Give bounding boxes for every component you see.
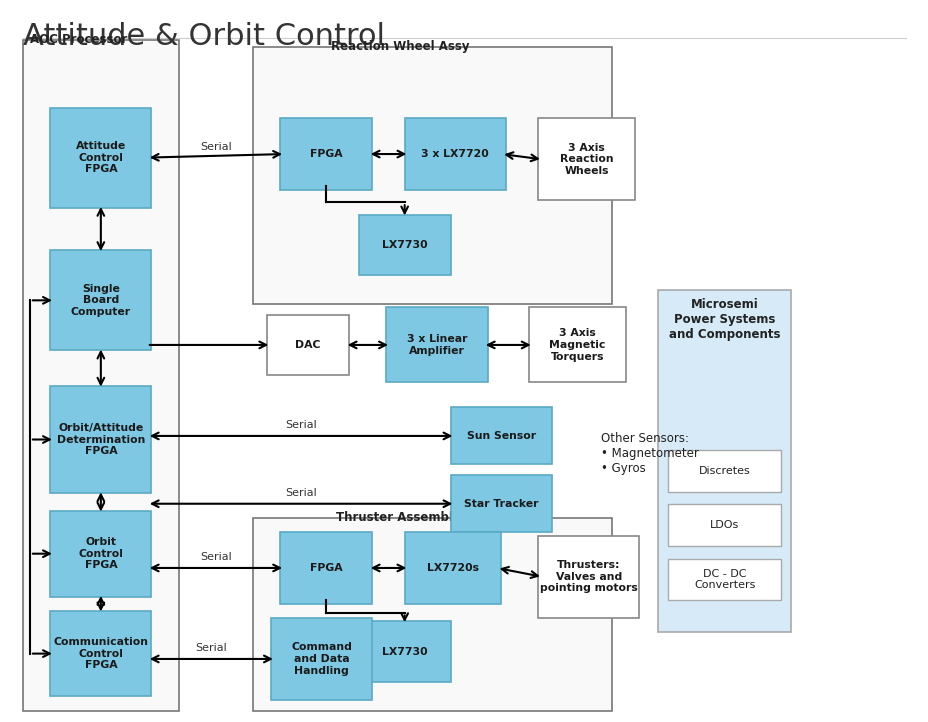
Text: Serial: Serial [200, 552, 232, 562]
FancyBboxPatch shape [358, 214, 450, 275]
FancyBboxPatch shape [405, 532, 501, 604]
Text: Microsemi
Power Systems
and Components: Microsemi Power Systems and Components [668, 298, 780, 342]
Text: AOC Processor: AOC Processor [30, 32, 127, 45]
Text: Reaction Wheel Assy: Reaction Wheel Assy [330, 40, 469, 53]
Text: Serial: Serial [285, 420, 316, 430]
Text: Single
Board
Computer: Single Board Computer [71, 284, 131, 317]
Text: Attitude
Control
FPGA: Attitude Control FPGA [75, 141, 126, 174]
FancyBboxPatch shape [266, 315, 349, 375]
Text: Thrusters:
Valves and
pointing motors: Thrusters: Valves and pointing motors [539, 560, 637, 593]
FancyBboxPatch shape [667, 451, 780, 492]
FancyBboxPatch shape [667, 559, 780, 600]
FancyBboxPatch shape [657, 290, 791, 632]
FancyBboxPatch shape [537, 536, 638, 618]
Text: FPGA: FPGA [310, 149, 342, 159]
Text: Sun Sensor: Sun Sensor [466, 431, 535, 441]
FancyBboxPatch shape [667, 505, 780, 546]
FancyBboxPatch shape [50, 251, 151, 350]
Text: Attitude & Orbit Control: Attitude & Orbit Control [22, 22, 384, 51]
FancyBboxPatch shape [358, 622, 450, 682]
FancyBboxPatch shape [252, 47, 612, 304]
FancyBboxPatch shape [50, 386, 151, 493]
FancyBboxPatch shape [50, 511, 151, 596]
FancyBboxPatch shape [280, 118, 372, 190]
Text: Command
and Data
Handling: Command and Data Handling [291, 643, 352, 676]
Text: LDOs: LDOs [709, 520, 739, 530]
Text: LX7730: LX7730 [381, 240, 427, 250]
Text: FPGA: FPGA [310, 563, 342, 573]
Text: Orbit/Attitude
Determination
FPGA: Orbit/Attitude Determination FPGA [57, 423, 145, 456]
FancyBboxPatch shape [22, 40, 179, 710]
Text: Thruster Assembly: Thruster Assembly [335, 510, 459, 523]
Text: LX7730: LX7730 [381, 647, 427, 657]
Text: 3 x Linear
Amplifier: 3 x Linear Amplifier [406, 334, 467, 356]
Text: DC - DC
Converters: DC - DC Converters [693, 569, 754, 590]
FancyBboxPatch shape [252, 518, 612, 710]
FancyBboxPatch shape [537, 118, 634, 201]
FancyBboxPatch shape [50, 611, 151, 697]
Text: Other Sensors:
• Magnetometer
• Gyros: Other Sensors: • Magnetometer • Gyros [600, 432, 698, 475]
FancyBboxPatch shape [450, 475, 551, 532]
Text: Serial: Serial [195, 643, 227, 653]
FancyBboxPatch shape [450, 407, 551, 464]
Text: LX7720s: LX7720s [427, 563, 479, 573]
FancyBboxPatch shape [271, 618, 372, 700]
FancyBboxPatch shape [528, 308, 625, 383]
FancyBboxPatch shape [50, 108, 151, 207]
FancyBboxPatch shape [280, 532, 372, 604]
Text: 3 Axis
Reaction
Wheels: 3 Axis Reaction Wheels [559, 143, 612, 176]
Text: Communication
Control
FPGA: Communication Control FPGA [53, 637, 148, 670]
Text: Star Tracker: Star Tracker [464, 499, 538, 509]
Text: Discretes: Discretes [698, 466, 750, 476]
FancyBboxPatch shape [405, 118, 506, 190]
Text: 3 Axis
Magnetic
Torquers: 3 Axis Magnetic Torquers [548, 329, 605, 362]
Text: 3 x LX7720: 3 x LX7720 [421, 149, 489, 159]
Text: Orbit
Control
FPGA: Orbit Control FPGA [78, 537, 123, 570]
FancyBboxPatch shape [386, 308, 487, 383]
Text: DAC: DAC [295, 340, 320, 350]
Text: Serial: Serial [285, 488, 316, 498]
Text: Serial: Serial [200, 142, 232, 152]
